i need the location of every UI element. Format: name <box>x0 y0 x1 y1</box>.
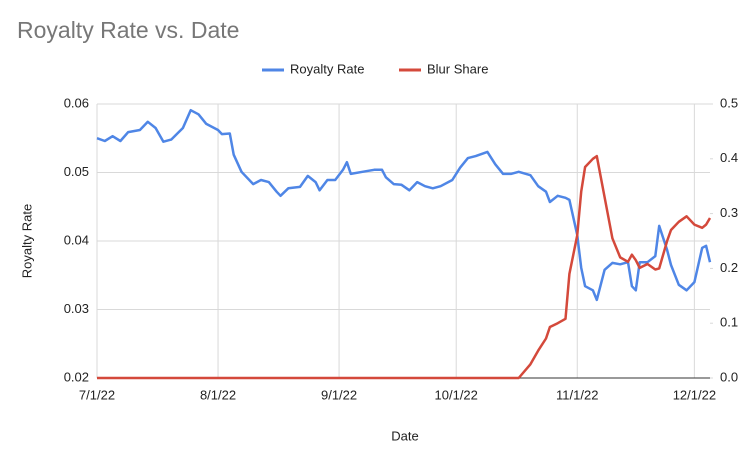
y2-tick-label: 0.2 <box>720 260 738 275</box>
x-tick-label: 12/1/22 <box>673 387 716 402</box>
y-tick-label: 0.02 <box>64 369 89 384</box>
x-tick-label: 8/1/22 <box>200 387 236 402</box>
y2-tick-label: 0.0 <box>720 369 738 384</box>
y2-tick-label: 0.3 <box>720 205 738 220</box>
y2-tick-label: 0.4 <box>720 150 738 165</box>
chart-title: Royalty Rate vs. Date <box>17 17 239 43</box>
y-tick-label: 0.03 <box>64 301 89 316</box>
series-line <box>97 154 712 380</box>
series-line <box>96 108 712 302</box>
y-tick-label: 0.04 <box>64 232 89 247</box>
x-tick-label: 10/1/22 <box>435 387 478 402</box>
legend-label: Royalty Rate <box>290 61 364 76</box>
y-tick-label: 0.06 <box>64 95 89 110</box>
legend-label: Blur Share <box>427 61 488 76</box>
y2-tick-label: 0.1 <box>720 315 738 330</box>
y2-tick-label: 0.5 <box>720 95 738 110</box>
x-tick-label: 9/1/22 <box>321 387 357 402</box>
y-tick-label: 0.05 <box>64 164 89 179</box>
x-tick-label: 11/1/22 <box>556 387 598 402</box>
y-axis-label: Royalty Rate <box>19 204 34 278</box>
x-tick-label: 7/1/22 <box>79 387 115 402</box>
x-axis-label: Date <box>391 428 418 443</box>
